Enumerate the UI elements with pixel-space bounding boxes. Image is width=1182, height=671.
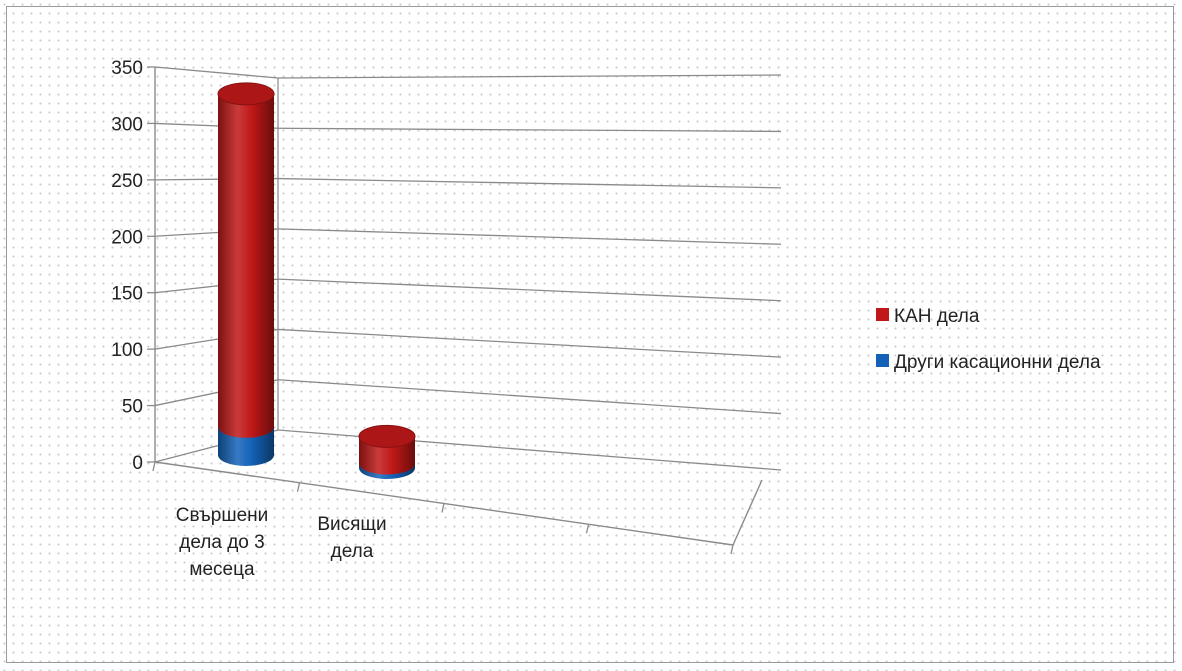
- bar-top-cat0-s1: [217, 82, 275, 106]
- chart-frame: [6, 6, 1174, 663]
- bar-cat0-s1: [218, 93, 274, 438]
- gridline-back-1: [277, 379, 782, 415]
- x-tick-mark-2: [441, 503, 445, 513]
- y-tick-label-4: 200: [111, 227, 143, 248]
- x-tick-mark-0: [152, 461, 156, 472]
- gridline-back-6: [277, 127, 782, 133]
- x-tick-mark-1: [296, 482, 301, 492]
- gridline-back-5: [277, 177, 782, 189]
- y-tick-label-3: 150: [111, 284, 143, 305]
- legend-label-0: КАН дела: [894, 306, 980, 327]
- category-label-0: Свършени дела до 3 месеца: [176, 505, 269, 580]
- gridline-back-4: [277, 228, 782, 245]
- legend-label-1: Други касационни дела: [894, 352, 1101, 373]
- category-label-1-line-0: Висящи: [317, 514, 386, 535]
- y-tick-label-2: 100: [111, 340, 143, 361]
- gridline-back-3: [277, 278, 782, 302]
- y-tick-labels: 0 50 100 150 200 250 300 350: [111, 58, 143, 474]
- category-label-0-line-2: месеца: [189, 559, 255, 580]
- y-tick-label-6: 300: [111, 114, 143, 135]
- category-label-0-line-1: дела до 3: [179, 532, 264, 553]
- category-label-1-line-1: дела: [331, 541, 374, 562]
- gridline-side-7: [154, 66, 279, 79]
- y-tick-label-7: 350: [111, 58, 143, 79]
- y-tick-label-1: 50: [122, 397, 143, 418]
- x-axis-floor-right: [732, 479, 763, 546]
- x-tick-mark-4: [730, 544, 734, 555]
- bar-top-cat1-s1: [358, 424, 416, 448]
- legend: КАН дела Други касационни дела: [876, 306, 1101, 373]
- y-tick-label-0: 0: [132, 453, 143, 474]
- bar-cat0-s0: [218, 426, 274, 466]
- category-labels: Свършени дела до 3 месеца Висящи дела: [176, 505, 387, 580]
- bars: [217, 82, 416, 479]
- gridline-back-7: [277, 74, 782, 79]
- category-label-1: Висящи дела: [317, 514, 386, 562]
- gridline-back-2: [277, 328, 782, 358]
- legend-swatch-1: [876, 354, 889, 367]
- y-tick-label-5: 250: [111, 171, 143, 192]
- legend-swatch-0: [876, 308, 889, 321]
- axes: [147, 66, 763, 555]
- x-tick-mark-3: [585, 524, 590, 534]
- category-label-0-line-0: Свършени: [176, 505, 269, 526]
- gridline-back-0: [277, 429, 782, 471]
